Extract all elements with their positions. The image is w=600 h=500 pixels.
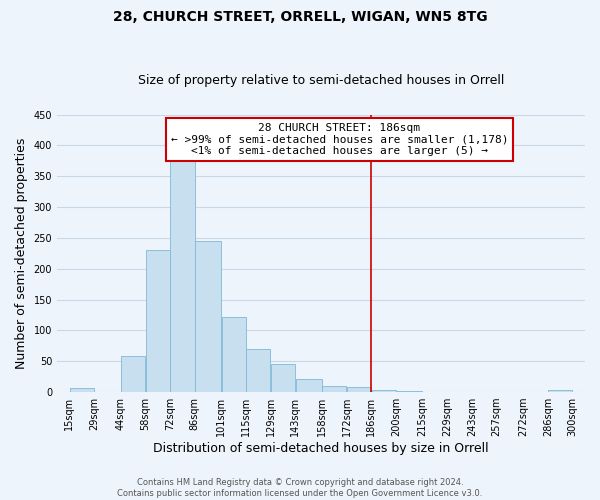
- Bar: [195, 241, 221, 392]
- Bar: [371, 390, 396, 392]
- Bar: [70, 388, 94, 392]
- Bar: [121, 356, 145, 392]
- Bar: [221, 317, 246, 392]
- Bar: [548, 390, 572, 392]
- Text: 28 CHURCH STREET: 186sqm
← >99% of semi-detached houses are smaller (1,178)
<1% : 28 CHURCH STREET: 186sqm ← >99% of semi-…: [171, 123, 508, 156]
- Text: Contains HM Land Registry data © Crown copyright and database right 2024.
Contai: Contains HM Land Registry data © Crown c…: [118, 478, 482, 498]
- Bar: [296, 378, 322, 392]
- Y-axis label: Number of semi-detached properties: Number of semi-detached properties: [15, 138, 28, 369]
- X-axis label: Distribution of semi-detached houses by size in Orrell: Distribution of semi-detached houses by …: [153, 442, 489, 455]
- Bar: [322, 386, 346, 392]
- Bar: [170, 161, 194, 392]
- Text: 28, CHURCH STREET, ORRELL, WIGAN, WN5 8TG: 28, CHURCH STREET, ORRELL, WIGAN, WN5 8T…: [113, 10, 487, 24]
- Bar: [347, 387, 371, 392]
- Bar: [146, 250, 170, 392]
- Bar: [271, 364, 295, 392]
- Bar: [246, 349, 271, 392]
- Title: Size of property relative to semi-detached houses in Orrell: Size of property relative to semi-detach…: [138, 74, 504, 87]
